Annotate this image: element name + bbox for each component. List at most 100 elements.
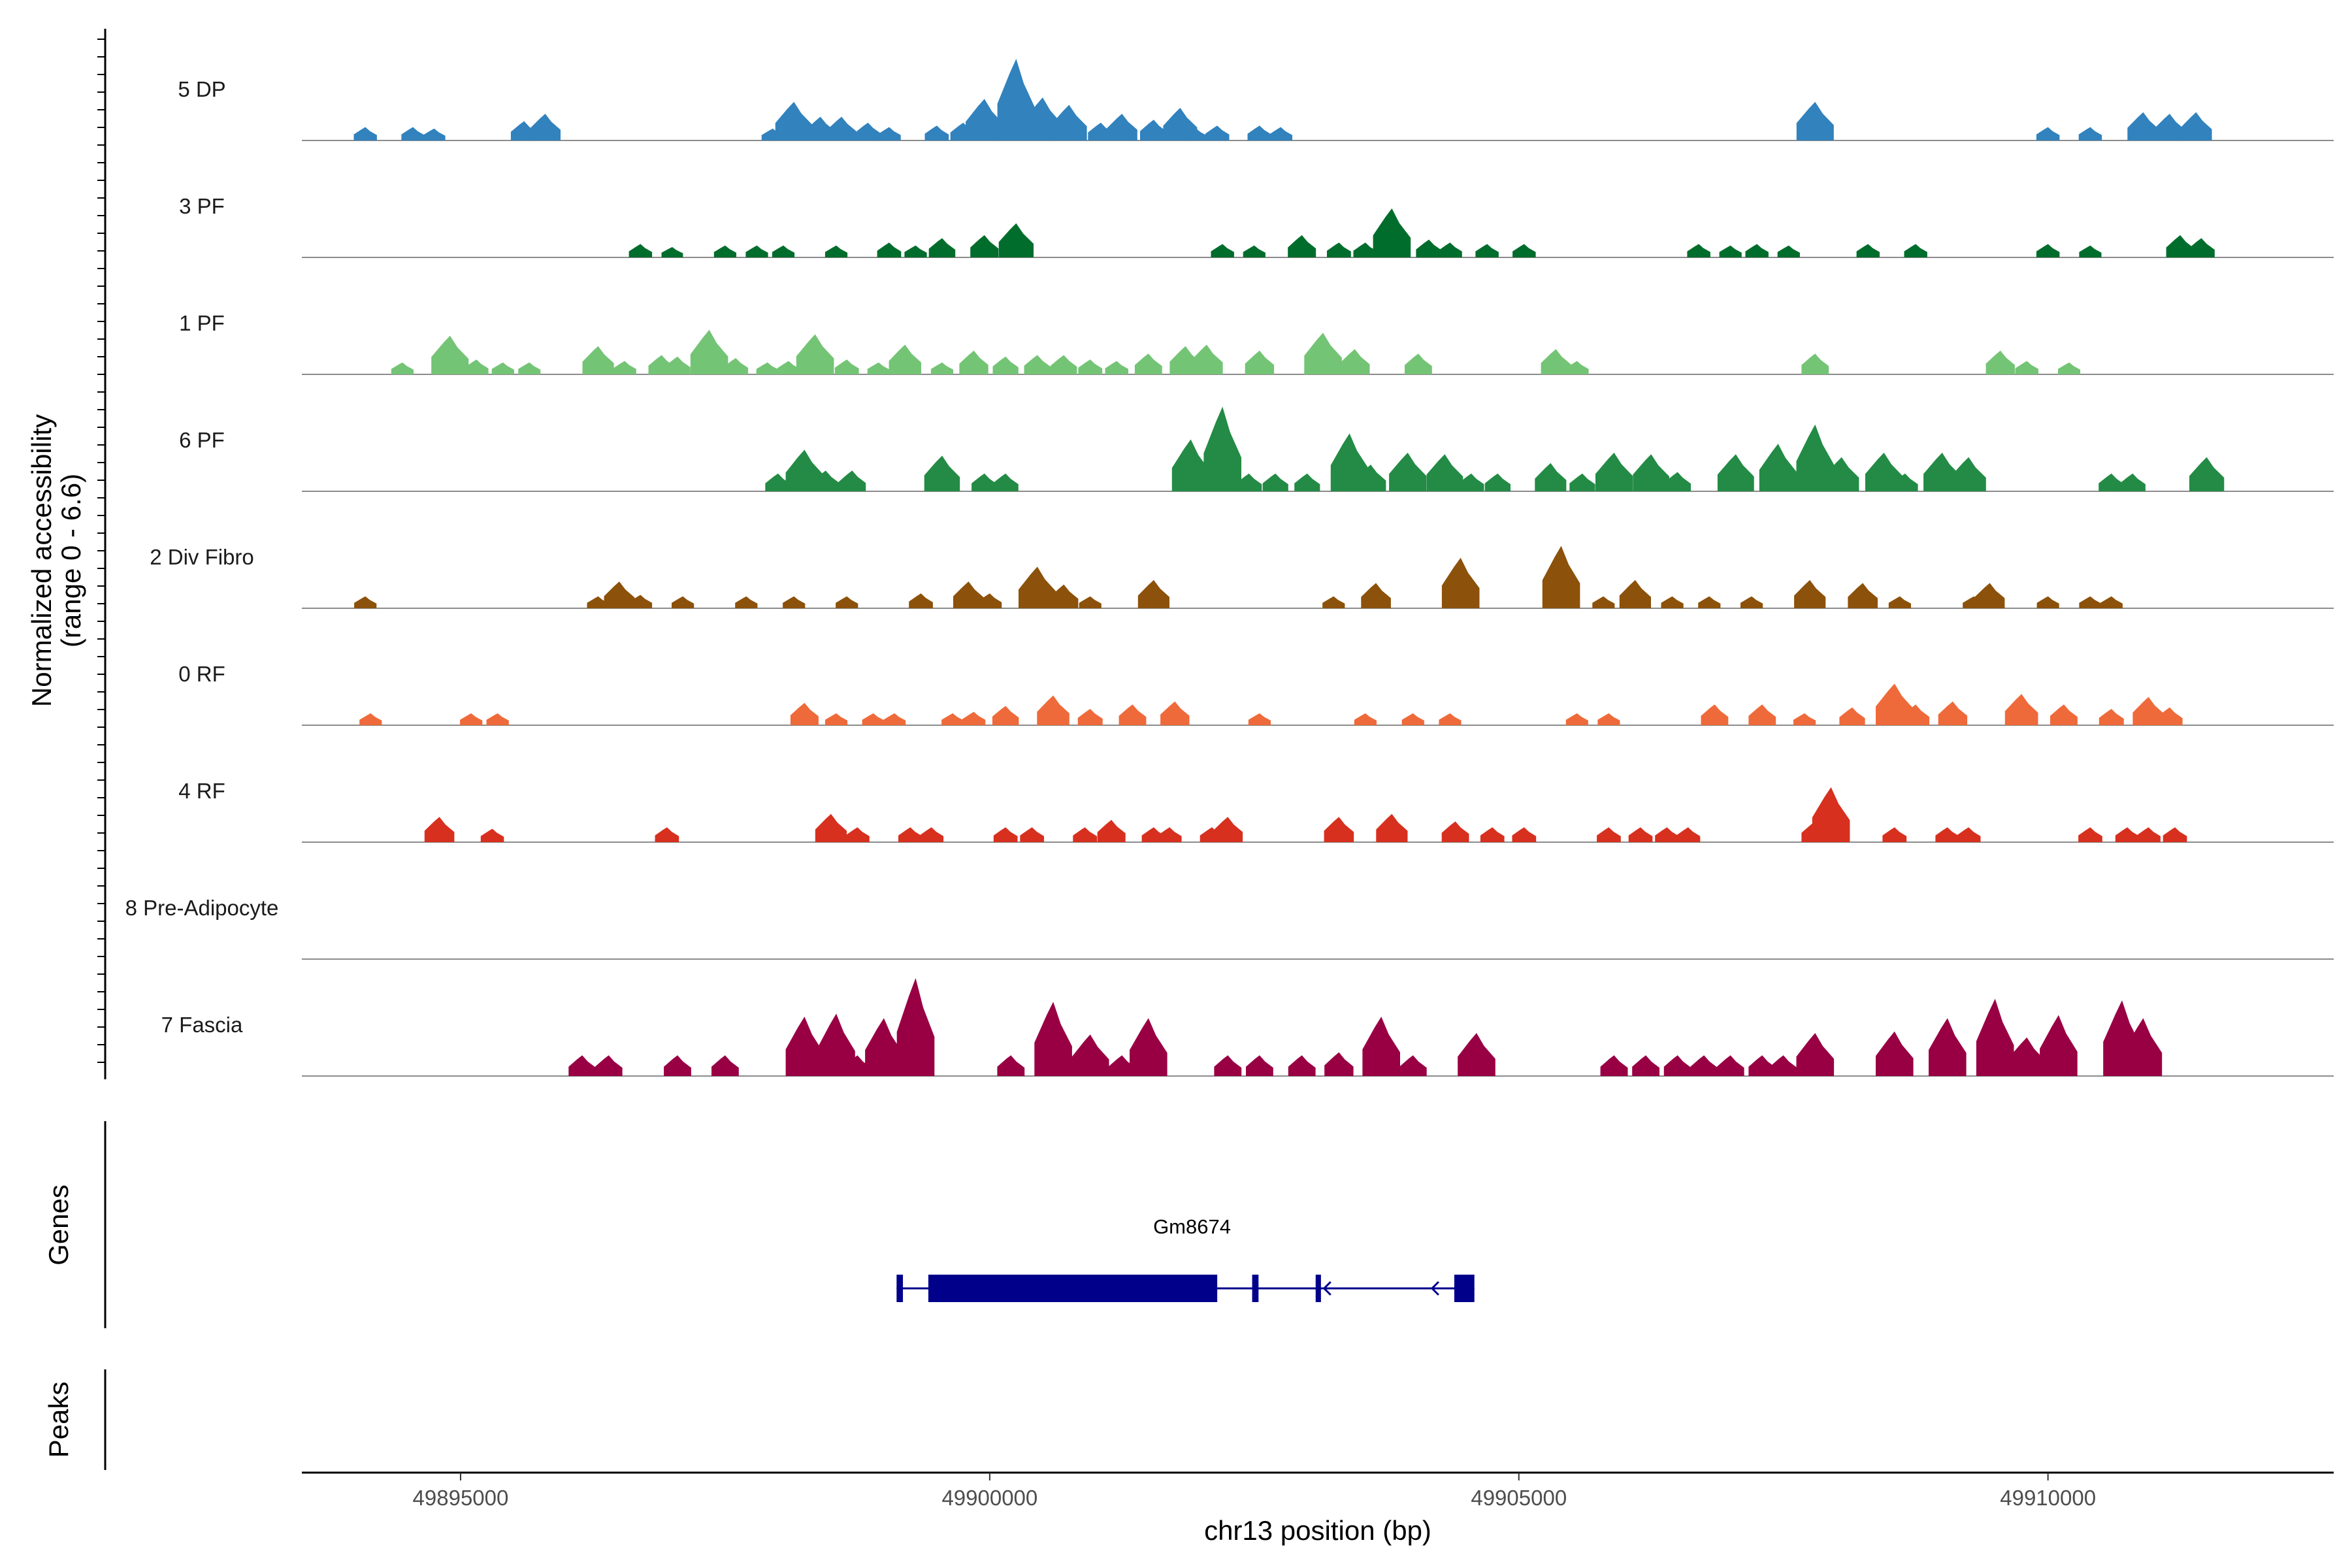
coverage-peak	[836, 596, 858, 608]
y-axis-title-line2: (range 0 - 6.6)	[56, 474, 86, 647]
coverage-peak	[1565, 713, 1588, 725]
coverage-peak	[1051, 105, 1087, 140]
track-label: 6 PF	[179, 428, 225, 452]
coverage-peak	[1974, 583, 2005, 608]
coverage-peak	[756, 362, 779, 374]
coverage-peak	[424, 817, 455, 842]
coverage-peak	[1619, 580, 1651, 608]
coverage-peak	[1389, 452, 1427, 491]
coverage-peak	[1597, 827, 1621, 842]
coverage-peak	[530, 114, 561, 140]
track-label: 5 DP	[178, 77, 225, 101]
coverage-peak	[1794, 580, 1826, 608]
coverage-peak	[889, 344, 921, 374]
coverage-peak	[815, 813, 847, 842]
track-label: 0 RF	[178, 662, 225, 686]
track-label: 2 Div Fibro	[150, 545, 254, 569]
coverage-peak	[2188, 238, 2215, 257]
coverage-peak	[997, 1055, 1025, 1076]
coverage-peak	[2163, 827, 2187, 842]
coverage-peak	[723, 358, 749, 374]
coverage-peak	[1745, 244, 1769, 257]
y-axis-ticks	[97, 39, 105, 1063]
coverage-peak	[1632, 1055, 1659, 1076]
coverage-peak	[825, 245, 848, 257]
coverage-peak	[460, 713, 483, 725]
coverage-peak	[353, 127, 377, 140]
coverage-peak	[2136, 827, 2161, 842]
coverage-peak	[1512, 244, 1536, 257]
coverage-peak	[1373, 208, 1411, 257]
coverage-peak	[865, 1018, 903, 1076]
coverage-peak	[1600, 1055, 1628, 1076]
x-axis-ticks: 49895000 49900000 49905000 49910000	[413, 1473, 2096, 1510]
coverage-peak	[777, 361, 800, 374]
coverage-peak	[661, 247, 683, 257]
coverage-peak	[1134, 353, 1162, 374]
coverage-peak	[2157, 707, 2183, 725]
coverage-peak	[2127, 112, 2159, 140]
coverage-peak	[464, 359, 489, 374]
coverage-peak	[2115, 827, 2140, 842]
gene-exon	[1315, 1275, 1321, 1302]
coverage-peak	[711, 1055, 739, 1076]
coverage-peak	[1416, 239, 1442, 257]
coverage-peak	[1796, 424, 1835, 491]
coverage-peak	[772, 245, 795, 257]
coverage-peak	[1956, 827, 1981, 842]
coverage-peak	[1339, 349, 1370, 374]
coverage-peak	[595, 1055, 623, 1076]
coverage-peak	[898, 827, 923, 842]
track-1-pf: 1 PF	[179, 311, 2334, 375]
coverage-peak	[1542, 546, 1580, 608]
coverage-peak	[970, 235, 999, 257]
coverage-peak	[924, 455, 960, 491]
coverage-peak	[629, 244, 653, 257]
coverage-peak	[401, 127, 425, 140]
coverage-peak	[826, 116, 857, 140]
coverage-peak	[1793, 713, 1816, 725]
coverage-peak	[1106, 114, 1137, 140]
coverage-peak	[1938, 701, 1968, 725]
coverage-peak	[1865, 452, 1903, 491]
coverage-peak	[735, 596, 758, 608]
coverage-peak	[1839, 707, 1865, 725]
coverage-peak	[1535, 463, 1567, 491]
coverage-peak	[613, 361, 636, 374]
coverage-peak	[1160, 701, 1190, 725]
coverage-peak	[1190, 344, 1223, 374]
track-label: 8 Pre-Adipocyte	[125, 896, 279, 920]
coverage-peak	[1690, 1055, 1718, 1076]
coverage-peak	[1856, 244, 1880, 257]
track-label: 1 PF	[179, 311, 225, 335]
coverage-peak	[1475, 244, 1499, 257]
coverage-peak	[1163, 108, 1198, 140]
coverage-peak	[354, 596, 377, 608]
coverage-peak	[825, 713, 848, 725]
coverage-peak	[1719, 245, 1742, 257]
coverage-peak	[896, 978, 935, 1076]
coverage-peak	[1361, 583, 1391, 608]
coverage-peak	[1020, 827, 1044, 842]
coverage-peak	[1929, 1018, 1967, 1076]
coverage-peak	[672, 596, 694, 608]
coverage-peak	[883, 713, 906, 725]
coverage-peak	[924, 125, 949, 140]
coverage-peak	[604, 581, 635, 608]
coverage-peak	[1213, 817, 1243, 842]
coverage-peak	[1294, 473, 1320, 491]
gene-exon	[928, 1275, 1218, 1302]
coverage-peak	[1051, 355, 1077, 374]
coverage-peak	[962, 711, 986, 725]
coverage-peak	[930, 362, 954, 374]
coverage-peak	[2189, 457, 2225, 491]
coverage-peak	[1655, 827, 1679, 842]
coverage-peak	[909, 593, 933, 608]
coverage-peak	[1401, 713, 1424, 725]
coverage-peak	[2015, 361, 2038, 374]
coverage-peak	[1628, 827, 1653, 842]
coverage-peak	[1438, 242, 1462, 257]
coverage-peak	[2036, 244, 2060, 257]
